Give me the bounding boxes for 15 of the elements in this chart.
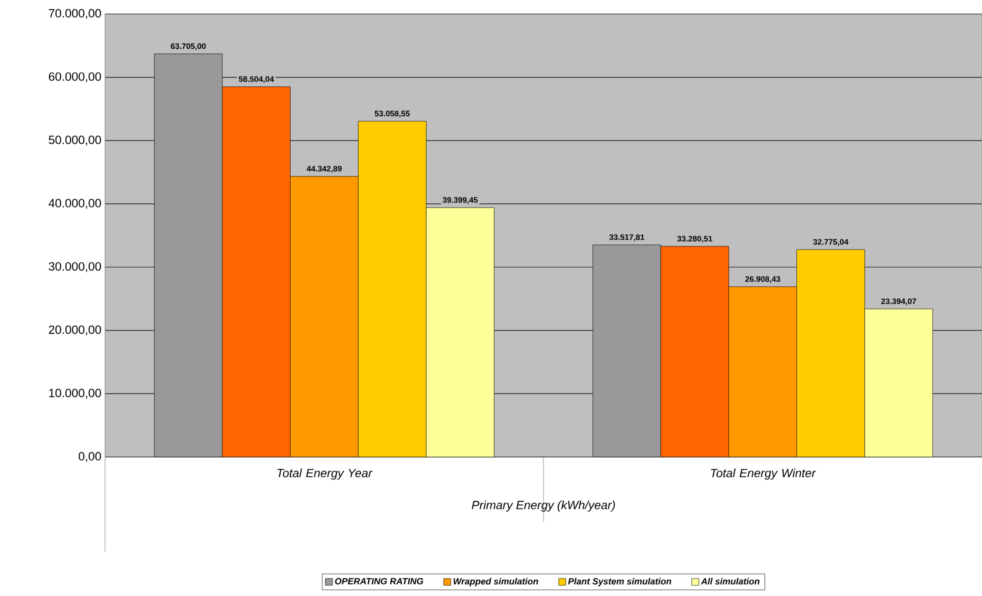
legend-label: All simulation xyxy=(700,578,760,585)
legend-label: Wrapped simulation xyxy=(454,578,538,586)
y-tick-label: 20.000,00 xyxy=(48,325,102,336)
x-axis-title: Primary Energy (kWh/year) xyxy=(472,500,615,512)
y-tick-label: 10.000,00 xyxy=(49,388,102,399)
legend-label: Plant System simulation xyxy=(568,578,672,586)
x-tick-label: Total Energy Winter xyxy=(710,468,816,480)
y-tick-label: 60.000,00 xyxy=(48,72,102,82)
y-tick-label: 0,00 xyxy=(78,452,102,462)
x-tick-label: Total Energy Year xyxy=(277,468,373,480)
y-tick-label: 70.000,00 xyxy=(48,9,102,19)
y-tick-label: 40.000,00 xyxy=(48,198,102,209)
y-tick-label: 50.000,00 xyxy=(48,136,102,146)
y-tick-label: 30.000,00 xyxy=(48,262,102,272)
legend-label: OPERATING RATING xyxy=(335,578,424,584)
